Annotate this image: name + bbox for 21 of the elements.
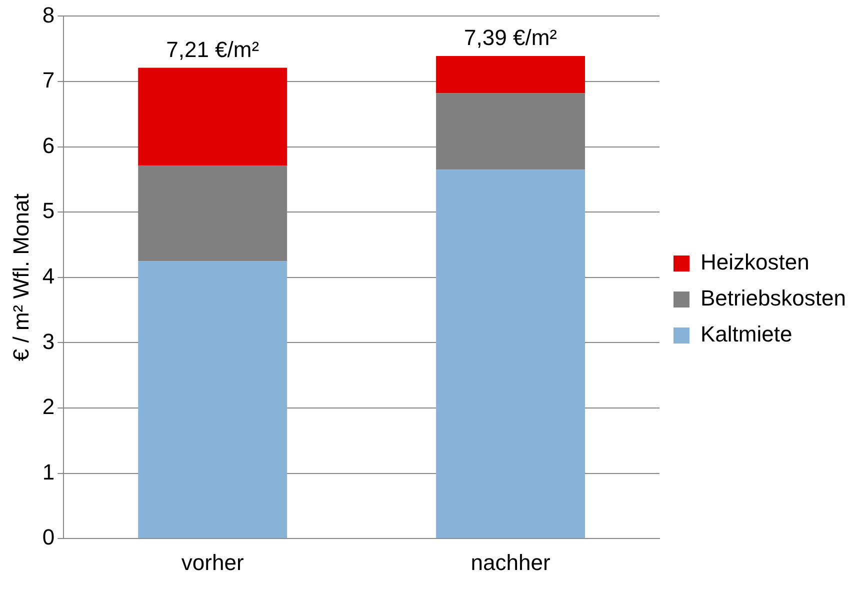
legend-label: Kaltmiete	[700, 322, 792, 347]
total-label: 7,21 €/m²	[166, 36, 260, 62]
legend-label: Heizkosten	[700, 250, 810, 275]
y-tick-label: 1	[42, 459, 55, 484]
bar	[436, 56, 585, 94]
legend-label: Betriebskosten	[700, 286, 846, 311]
y-tick-label: 4	[42, 263, 55, 288]
y-tick-label: 8	[42, 2, 55, 28]
y-tick-label: 2	[42, 394, 55, 420]
x-tick-label: vorher	[181, 550, 244, 575]
y-tick-label: 3	[42, 328, 55, 354]
y-tick-label: 0	[42, 524, 55, 550]
y-tick-label: 6	[42, 132, 55, 158]
y-tick-label: 7	[42, 68, 55, 93]
total-label: 7,39 €/m²	[464, 25, 557, 50]
bar	[138, 261, 288, 538]
y-tick-label: 5	[42, 198, 55, 224]
bar	[138, 68, 288, 166]
x-tick-label: nachher	[470, 550, 550, 575]
y-axis-title: € / m² Wfl. Monat	[8, 194, 34, 362]
bar	[436, 170, 585, 538]
